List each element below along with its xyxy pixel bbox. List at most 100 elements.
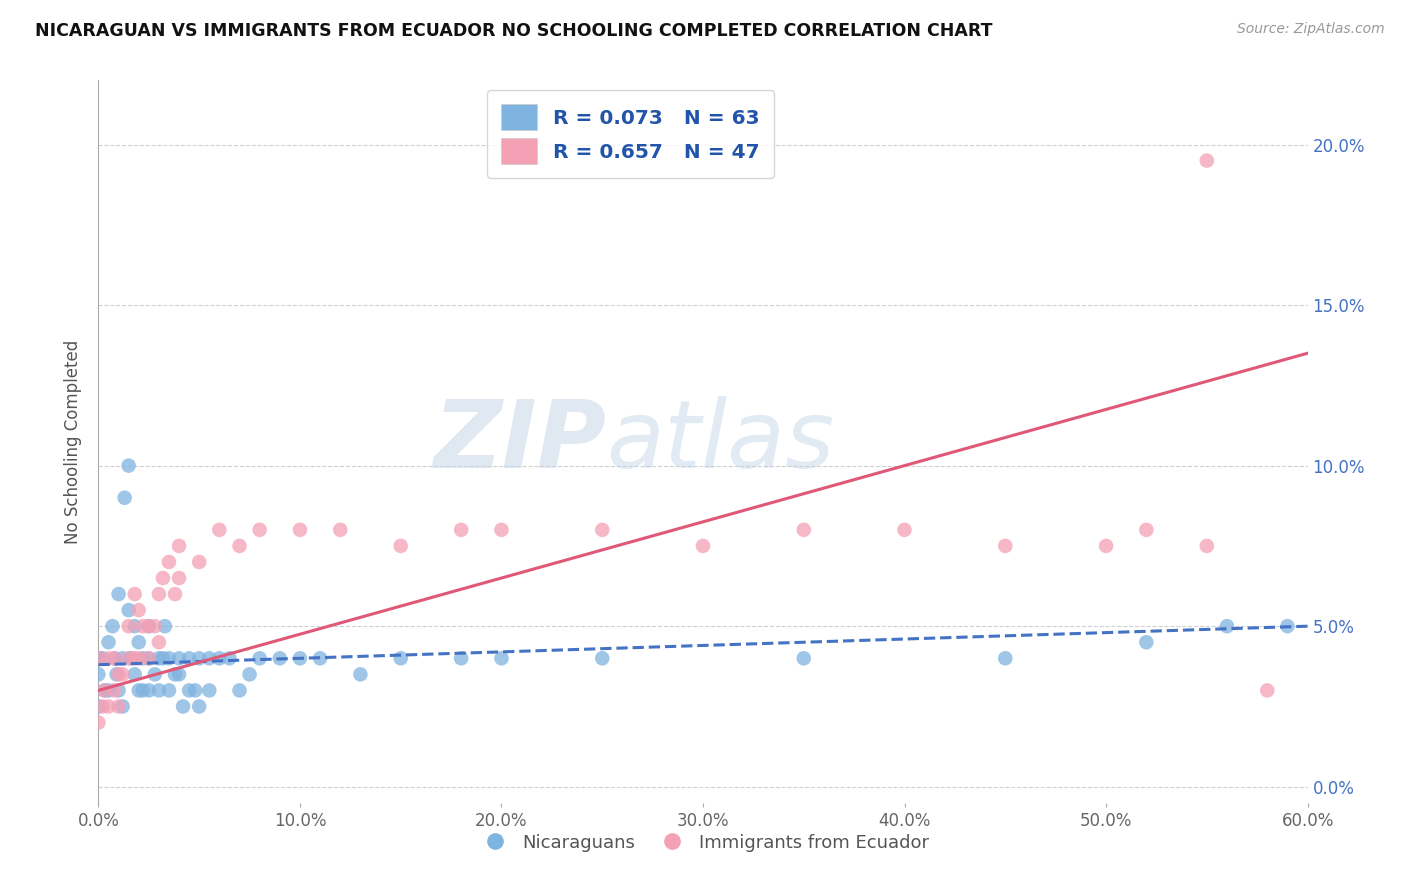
Point xyxy=(172,699,194,714)
Point xyxy=(124,667,146,681)
Point xyxy=(111,699,134,714)
Point xyxy=(1256,683,1278,698)
Point xyxy=(124,587,146,601)
Point xyxy=(269,651,291,665)
Point xyxy=(994,539,1017,553)
Point xyxy=(91,699,114,714)
Point xyxy=(138,651,160,665)
Point xyxy=(793,523,815,537)
Point xyxy=(184,683,207,698)
Point xyxy=(107,683,129,698)
Point xyxy=(167,539,190,553)
Point xyxy=(128,683,150,698)
Point xyxy=(208,651,231,665)
Point xyxy=(87,699,110,714)
Point xyxy=(1277,619,1299,633)
Point xyxy=(1135,523,1157,537)
Point xyxy=(450,651,472,665)
Text: ZIP: ZIP xyxy=(433,395,606,488)
Point xyxy=(111,651,134,665)
Legend: Nicaraguans, Immigrants from Ecuador: Nicaraguans, Immigrants from Ecuador xyxy=(470,826,936,859)
Point xyxy=(87,667,110,681)
Point xyxy=(148,635,170,649)
Point xyxy=(228,539,250,553)
Point xyxy=(132,619,155,633)
Point xyxy=(152,571,174,585)
Point xyxy=(692,539,714,553)
Point xyxy=(97,651,120,665)
Point xyxy=(239,667,262,681)
Point xyxy=(132,683,155,698)
Point xyxy=(138,651,160,665)
Y-axis label: No Schooling Completed: No Schooling Completed xyxy=(65,340,83,543)
Point xyxy=(167,667,190,681)
Point xyxy=(1216,619,1239,633)
Point xyxy=(1195,539,1218,553)
Point xyxy=(101,619,124,633)
Point xyxy=(157,555,180,569)
Point xyxy=(107,699,129,714)
Point xyxy=(143,667,166,681)
Point xyxy=(148,683,170,698)
Point xyxy=(93,683,115,698)
Point xyxy=(91,651,114,665)
Point xyxy=(288,523,311,537)
Point xyxy=(87,651,110,665)
Point xyxy=(893,523,915,537)
Point xyxy=(120,651,142,665)
Point xyxy=(167,651,190,665)
Point xyxy=(163,667,186,681)
Point xyxy=(179,651,201,665)
Point xyxy=(97,683,120,698)
Point xyxy=(249,523,271,537)
Point xyxy=(309,651,332,665)
Point xyxy=(188,699,211,714)
Point xyxy=(103,651,125,665)
Point xyxy=(103,683,125,698)
Point xyxy=(228,683,250,698)
Point xyxy=(450,523,472,537)
Text: Source: ZipAtlas.com: Source: ZipAtlas.com xyxy=(1237,22,1385,37)
Point xyxy=(1095,539,1118,553)
Point xyxy=(1135,635,1157,649)
Point xyxy=(97,635,120,649)
Point xyxy=(152,651,174,665)
Point xyxy=(124,619,146,633)
Point xyxy=(793,651,815,665)
Point xyxy=(153,619,176,633)
Point xyxy=(118,603,141,617)
Point xyxy=(143,619,166,633)
Point xyxy=(491,523,513,537)
Point xyxy=(118,619,141,633)
Point xyxy=(329,523,352,537)
Point xyxy=(208,523,231,537)
Point xyxy=(163,587,186,601)
Point xyxy=(87,715,110,730)
Point xyxy=(107,587,129,601)
Point xyxy=(157,651,180,665)
Point xyxy=(114,491,136,505)
Point xyxy=(103,651,125,665)
Point xyxy=(138,683,160,698)
Point xyxy=(138,619,160,633)
Point xyxy=(349,667,371,681)
Point xyxy=(97,699,120,714)
Point xyxy=(167,571,190,585)
Point xyxy=(157,683,180,698)
Point xyxy=(198,651,221,665)
Point xyxy=(128,635,150,649)
Point xyxy=(198,683,221,698)
Text: atlas: atlas xyxy=(606,396,835,487)
Point xyxy=(105,667,128,681)
Point xyxy=(148,587,170,601)
Point xyxy=(111,667,134,681)
Point xyxy=(491,651,513,665)
Point xyxy=(188,555,211,569)
Point xyxy=(148,651,170,665)
Text: NICARAGUAN VS IMMIGRANTS FROM ECUADOR NO SCHOOLING COMPLETED CORRELATION CHART: NICARAGUAN VS IMMIGRANTS FROM ECUADOR NO… xyxy=(35,22,993,40)
Point xyxy=(389,539,412,553)
Point xyxy=(1195,153,1218,168)
Point xyxy=(591,523,613,537)
Point xyxy=(218,651,240,665)
Point xyxy=(87,651,110,665)
